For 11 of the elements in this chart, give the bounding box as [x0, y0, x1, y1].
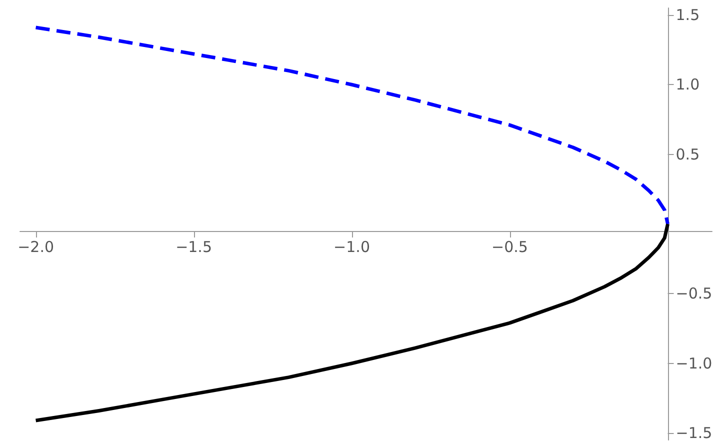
- y-tick-label: −1.5: [676, 424, 712, 442]
- y-tick-label: −0.5: [676, 284, 712, 303]
- x-tick-label: −2.0: [18, 238, 54, 256]
- x-tick-label: −1.5: [176, 238, 212, 256]
- y-tick-label: −1.0: [676, 354, 712, 372]
- y-tick-label: 1.0: [676, 76, 700, 94]
- x-tick-label: −1.0: [334, 238, 370, 256]
- y-tick-label: 0.5: [676, 145, 700, 164]
- y-tick-label: 1.5: [676, 6, 700, 24]
- line-series: [34, 26, 670, 226]
- x-tick-label: −0.5: [492, 238, 528, 256]
